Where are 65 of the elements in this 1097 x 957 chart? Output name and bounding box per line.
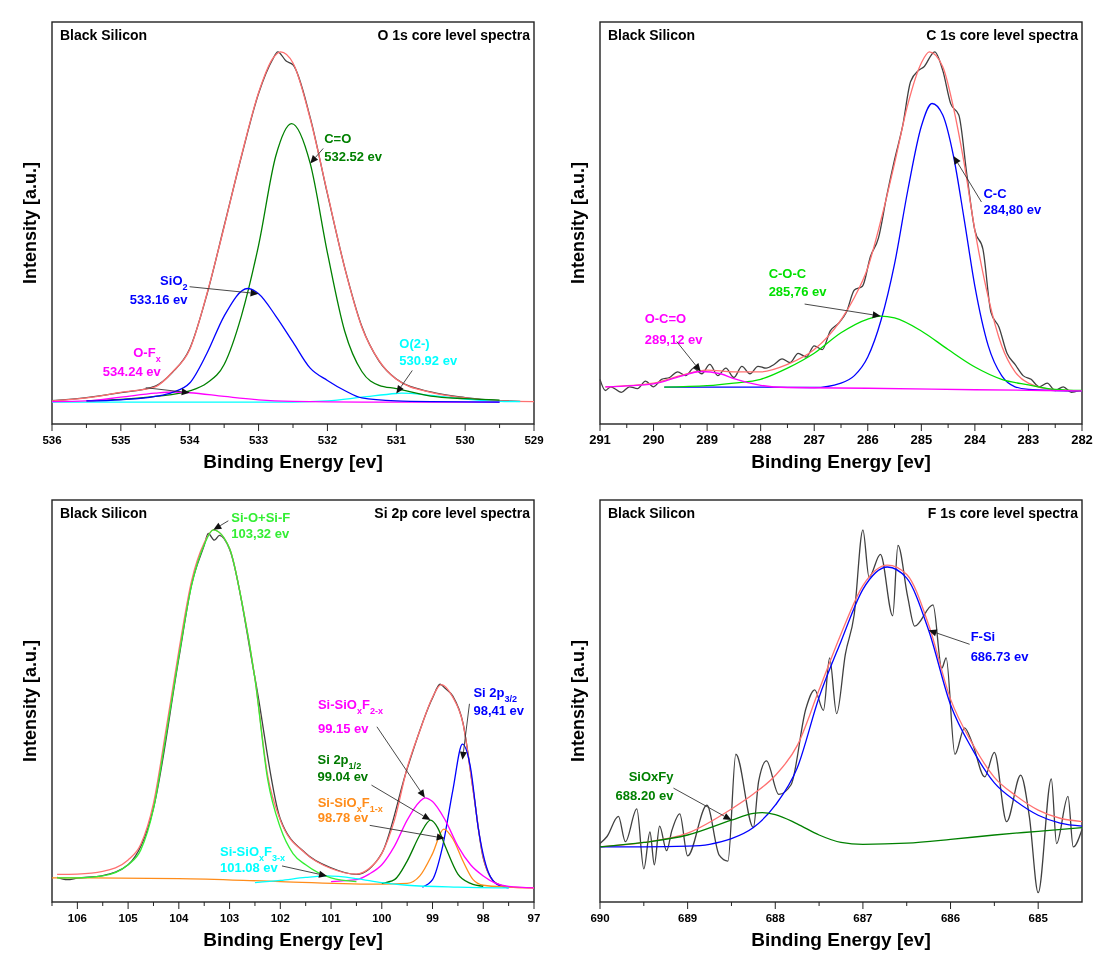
x-tick-label: 284 (964, 432, 987, 447)
chart-title: F 1s core level spectra (927, 505, 1079, 521)
x-tick-label: 285 (910, 432, 933, 447)
x-axis-title: Binding Energy [ev] (203, 929, 383, 950)
x-tick-label: 98 (476, 912, 491, 924)
x-tick-label: 536 (42, 434, 62, 446)
annotation: C-O-C 285,76 ev (768, 266, 828, 300)
x-tick-label: 286 (856, 432, 879, 447)
x-tick-label: 106 (67, 912, 87, 924)
chart-subtitle: Black Silicon (60, 505, 148, 521)
x-tick-label: 532 (317, 434, 338, 446)
chart-title: Si 2p core level spectra (374, 505, 531, 521)
annotation: Si 2p$_{1/2}$ 99.04 ev (317, 752, 369, 785)
x-tick-label: 102 (270, 912, 290, 924)
x-tick-label: 287 (803, 432, 826, 447)
x-tick-label: 534 (180, 434, 200, 446)
x-tick-label: 530 (455, 434, 475, 446)
annotation: O(2-) 530.92 ev (399, 336, 458, 369)
x-tick-label: 289 (696, 432, 718, 447)
x-tick-label: 283 (1017, 432, 1040, 447)
x-tick-label: 103 (219, 912, 240, 924)
x-tick-label: 105 (118, 912, 139, 924)
chart-title: C 1s core level spectra (926, 27, 1079, 43)
chart-subtitle: Black Silicon (60, 27, 148, 43)
x-tick-label: 687 (853, 912, 873, 924)
annotation: C-C 284,80 ev (983, 186, 1043, 217)
x-tick-label: 97 (527, 912, 541, 924)
annotation: F-Si 686.73 ev (970, 629, 1030, 665)
y-axis-title: Intensity [a.u.] (568, 639, 588, 763)
chart-subtitle: Black Silicon (608, 27, 696, 43)
chart-subtitle: Black Silicon (608, 505, 696, 521)
x-tick-label: 291 (589, 432, 611, 447)
x-tick-label: 690 (590, 912, 610, 924)
y-axis-title: Intensity [a.u.] (20, 161, 40, 285)
annotation: O-F$_{x}$ 534.24 ev (102, 344, 162, 379)
x-tick-label: 688 (765, 912, 786, 924)
x-tick-label: 290 (642, 432, 665, 447)
x-tick-label: 529 (524, 434, 544, 446)
x-axis-title: Binding Energy [ev] (203, 451, 383, 472)
annotation: Si 2p$_{3/2}$ 98,41 ev (473, 684, 525, 718)
annotation: SiOxFy 688.20 ev (615, 769, 675, 804)
x-tick-label: 686 (940, 912, 961, 924)
y-axis-title: Intensity [a.u.] (20, 639, 40, 763)
x-tick-label: 104 (169, 912, 190, 924)
annotation: O-C=O 289,12 ev (644, 310, 704, 347)
y-axis-title: Intensity [a.u.] (568, 161, 588, 285)
x-tick-label: 685 (1028, 912, 1049, 924)
annotation: Si-SiO$_{x}$F$_{3-x}$ 101.08 ev (219, 843, 286, 875)
x-tick-label: 533 (248, 434, 269, 446)
annotation: Si-SiO$_{x}$F$_{2-x}$ 99.15 ev (317, 696, 384, 736)
x-tick-label: 689 (678, 912, 698, 924)
x-tick-label: 282 (1071, 432, 1093, 447)
annotation: SiO$_{2}$ 533.16 ev (129, 272, 189, 307)
annotation: C=O 532.52 ev (324, 131, 383, 165)
chart-title: O 1s core level spectra (377, 27, 531, 43)
x-tick-label: 101 (321, 912, 342, 924)
x-tick-label: 99 (426, 912, 439, 924)
x-tick-label: 100 (372, 912, 392, 924)
x-axis-title: Binding Energy [ev] (751, 451, 931, 472)
annotation: Si-SiO$_{x}$F$_{1-x}$ 98.78 ev (317, 795, 383, 826)
x-tick-label: 531 (386, 434, 407, 446)
x-axis-title: Binding Energy [ev] (751, 929, 931, 950)
x-tick-label: 535 (111, 434, 132, 446)
x-tick-label: 288 (749, 432, 772, 447)
annotation: Si-O+Si-F 103,32 ev (231, 509, 291, 541)
